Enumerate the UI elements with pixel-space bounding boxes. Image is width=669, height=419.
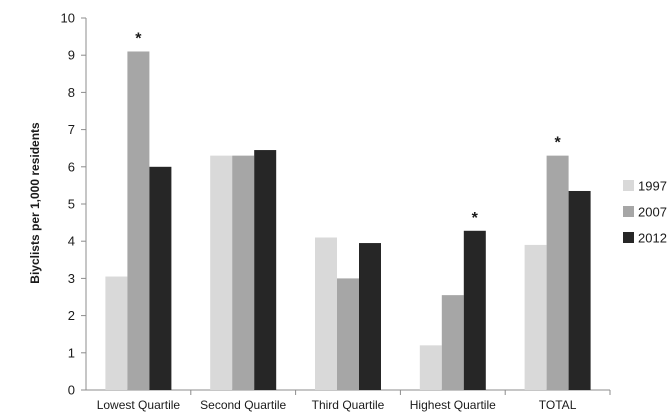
bar — [441, 295, 464, 390]
bar — [127, 51, 150, 390]
bar — [315, 237, 337, 390]
y-axis-label: Biyclists per 1,000 residents — [28, 122, 42, 284]
bar — [546, 155, 569, 390]
bar — [254, 150, 277, 390]
x-tick-label: Highest Quartile — [410, 398, 496, 412]
y-tick-label: 0 — [68, 383, 75, 398]
y-tick-label: 7 — [68, 122, 75, 137]
legend-swatch — [623, 232, 634, 243]
y-tick-label: 2 — [68, 308, 75, 323]
bar — [337, 278, 359, 390]
bar — [419, 345, 442, 390]
legend: 1997 2007 2012 — [623, 179, 667, 246]
bar — [359, 243, 381, 390]
y-tick-label: 3 — [68, 271, 75, 286]
bar — [105, 276, 128, 390]
annotations: * * * — [135, 30, 561, 226]
bars — [105, 51, 591, 390]
axes: 0 1 2 3 4 5 6 7 8 9 10 Lowest Quartile Second Quarti… — [61, 11, 611, 412]
bar — [210, 155, 233, 390]
bar — [524, 244, 547, 390]
bar — [149, 166, 172, 390]
legend-label: 2007 — [638, 205, 667, 220]
bar — [463, 230, 486, 390]
bar — [232, 155, 255, 390]
x-tick-label: Third Quartile — [312, 398, 385, 412]
legend-swatch — [623, 206, 634, 217]
significance-marker: * — [135, 30, 142, 47]
y-tick-label: 5 — [68, 197, 75, 212]
significance-marker: * — [472, 210, 479, 227]
y-tick-label: 8 — [68, 85, 75, 100]
x-tick-label: Second Quartile — [200, 398, 286, 412]
x-tick-label: Lowest Quartile — [97, 398, 181, 412]
legend-label: 2012 — [638, 231, 667, 246]
y-tick-label: 4 — [68, 234, 75, 249]
x-tick-label: TOTAL — [539, 398, 577, 412]
significance-marker: * — [554, 135, 561, 152]
y-tick-label: 1 — [68, 345, 75, 360]
y-tick-label: 9 — [68, 48, 75, 63]
bar — [568, 190, 591, 390]
y-tick-label: 6 — [68, 159, 75, 174]
legend-swatch — [623, 180, 634, 191]
legend-label: 1997 — [638, 179, 667, 194]
y-tick-label: 10 — [61, 11, 75, 26]
